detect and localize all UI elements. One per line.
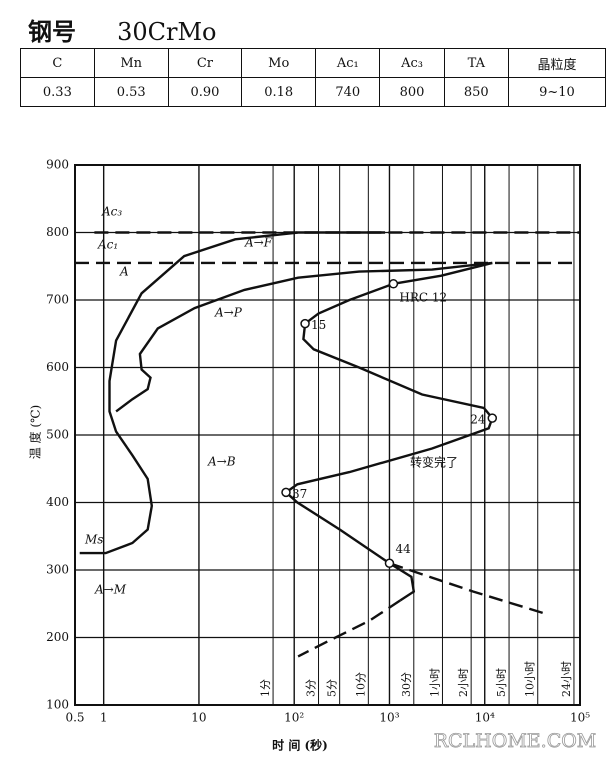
table-cell: Ac₁ — [315, 48, 381, 78]
y-tick-label: 500 — [46, 428, 69, 442]
x-axis-label: 时 间 (秒) — [272, 738, 328, 753]
x-tick-label: 10⁵ — [570, 711, 590, 725]
y-tick-label: 400 — [46, 495, 69, 509]
region-label: 转变完了 — [410, 455, 458, 470]
hardness-label: 15 — [311, 318, 326, 332]
region-label: Ms — [84, 533, 103, 547]
table-cell: 740 — [315, 77, 381, 107]
hardness-point — [384, 558, 395, 568]
hardness-label: HRC 12 — [399, 290, 447, 304]
x-tick-label: 10² — [284, 711, 304, 725]
y-tick-label: 100 — [46, 698, 69, 712]
hardness-label: 44 — [395, 542, 411, 556]
x-tick-label: 10³ — [379, 711, 399, 725]
hardness-label: 37 — [292, 487, 307, 501]
hardness-point — [388, 279, 399, 289]
table-row: 0.33 0.53 0.90 0.18 740 800 850 9~10 — [20, 77, 607, 107]
curve — [297, 599, 401, 658]
table-cell: TA — [443, 48, 509, 78]
table-cell: 850 — [443, 77, 509, 107]
table-cell: C — [20, 48, 95, 78]
time-mark-label: 10分 — [354, 672, 367, 697]
curve — [389, 562, 547, 616]
hardness-point — [300, 318, 310, 329]
x-tick-label: 10 — [191, 711, 206, 725]
time-mark-label: 1小时 — [428, 668, 441, 697]
y-tick-label: 200 — [46, 630, 69, 644]
y-tick-label: 600 — [46, 360, 69, 374]
time-mark-label: 1分 — [259, 679, 272, 697]
table-cell: 0.33 — [20, 77, 95, 107]
y-tick-label: 300 — [46, 563, 69, 577]
region-label: A→B — [207, 455, 236, 469]
curve — [79, 231, 386, 555]
time-mark-label: 5分 — [326, 679, 339, 697]
y-tick-label: 700 — [46, 293, 69, 307]
table-cell: 0.53 — [93, 77, 169, 107]
table-cell: 0.18 — [241, 77, 317, 107]
x-tick-label: 0.5 — [65, 711, 84, 725]
header: 钢号 30CrMo — [28, 12, 217, 46]
y-tick-label: 900 — [46, 158, 69, 172]
table-cell: Mo — [241, 48, 317, 78]
steel-grade: 30CrMo — [117, 18, 217, 46]
region-label: A→F — [244, 236, 273, 250]
time-mark-label: 30分 — [400, 672, 413, 697]
hardness-point — [281, 487, 291, 498]
time-mark-label: 24小时 — [560, 661, 573, 697]
time-mark-label: 3分 — [305, 679, 318, 697]
time-mark-label: 10小时 — [524, 661, 537, 697]
region-label: Ac₃ — [101, 205, 122, 219]
table-header-row: C Mn Cr Mo Ac₁ Ac₃ TA 晶粒度 — [20, 48, 607, 78]
time-mark-label: 5小时 — [495, 668, 508, 697]
y-tick-label: 800 — [46, 225, 69, 239]
region-label: Ac₁ — [97, 238, 118, 252]
region-label: A→P — [214, 306, 243, 320]
header-label: 钢号 — [28, 18, 76, 46]
table-cell: 9~10 — [507, 77, 607, 107]
region-label: A→M — [94, 583, 127, 597]
table-cell: 800 — [379, 77, 445, 107]
watermark: RCLHOME.COM — [434, 730, 597, 752]
hardness-label: 24 — [470, 413, 486, 427]
y-axis-label: 温 度 (℃) — [28, 405, 43, 459]
composition-table: C Mn Cr Mo Ac₁ Ac₃ TA 晶粒度 0.33 0.53 0.90 0.18 740 800… — [20, 48, 607, 107]
x-tick-label: 1 — [100, 711, 108, 725]
curve — [115, 261, 493, 413]
region-label: A — [119, 265, 129, 279]
hardness-point — [487, 413, 498, 423]
x-tick-label: 10⁴ — [475, 711, 495, 725]
table-cell: 0.90 — [167, 77, 243, 107]
table-cell: Ac₃ — [379, 48, 445, 78]
time-mark-label: 2小时 — [457, 668, 470, 697]
